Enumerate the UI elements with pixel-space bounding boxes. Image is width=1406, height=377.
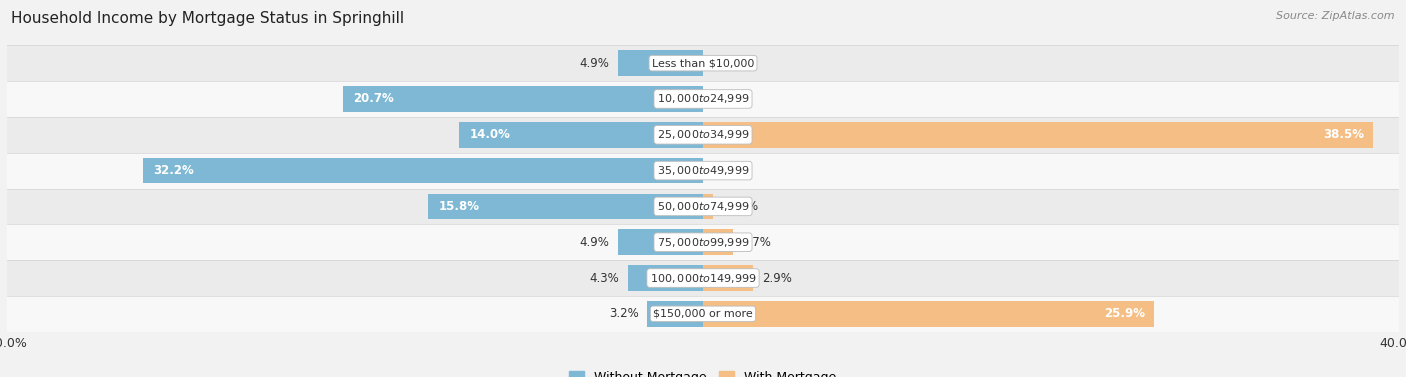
Bar [703, 193, 713, 219]
Bar [7, 296, 1399, 332]
Text: Less than $10,000: Less than $10,000 [652, 58, 754, 68]
Text: 32.2%: 32.2% [153, 164, 194, 177]
Text: 4.9%: 4.9% [579, 236, 609, 249]
Bar [617, 50, 703, 76]
Text: 1.7%: 1.7% [741, 236, 770, 249]
Bar [7, 188, 1399, 224]
Text: 15.8%: 15.8% [439, 200, 479, 213]
Bar [343, 86, 703, 112]
Bar [7, 81, 1399, 117]
Bar [617, 229, 703, 255]
Text: Household Income by Mortgage Status in Springhill: Household Income by Mortgage Status in S… [11, 11, 405, 26]
Text: 0.0%: 0.0% [717, 57, 747, 70]
Text: 4.9%: 4.9% [579, 57, 609, 70]
Bar [703, 122, 1372, 148]
Bar [427, 193, 703, 219]
Text: 0.0%: 0.0% [717, 92, 747, 106]
Text: $50,000 to $74,999: $50,000 to $74,999 [657, 200, 749, 213]
Text: 2.9%: 2.9% [762, 271, 792, 285]
Bar [460, 122, 703, 148]
Text: 0.0%: 0.0% [717, 164, 747, 177]
Text: 0.57%: 0.57% [721, 200, 759, 213]
Text: $150,000 or more: $150,000 or more [654, 309, 752, 319]
Text: 3.2%: 3.2% [609, 307, 638, 320]
Bar [7, 153, 1399, 188]
Text: 20.7%: 20.7% [353, 92, 394, 106]
Text: $10,000 to $24,999: $10,000 to $24,999 [657, 92, 749, 106]
Bar [7, 45, 1399, 81]
Bar [7, 117, 1399, 153]
Text: $75,000 to $99,999: $75,000 to $99,999 [657, 236, 749, 249]
Bar [143, 158, 703, 184]
Bar [703, 229, 733, 255]
Bar [647, 301, 703, 327]
Bar [703, 265, 754, 291]
Bar [7, 260, 1399, 296]
Text: 38.5%: 38.5% [1323, 128, 1364, 141]
Text: 25.9%: 25.9% [1104, 307, 1144, 320]
Text: $35,000 to $49,999: $35,000 to $49,999 [657, 164, 749, 177]
Text: 4.3%: 4.3% [589, 271, 620, 285]
Text: $100,000 to $149,999: $100,000 to $149,999 [650, 271, 756, 285]
Text: Source: ZipAtlas.com: Source: ZipAtlas.com [1277, 11, 1395, 21]
Bar [7, 224, 1399, 260]
Text: 14.0%: 14.0% [470, 128, 510, 141]
Bar [703, 301, 1154, 327]
Bar [628, 265, 703, 291]
Legend: Without Mortgage, With Mortgage: Without Mortgage, With Mortgage [564, 366, 842, 377]
Text: $25,000 to $34,999: $25,000 to $34,999 [657, 128, 749, 141]
